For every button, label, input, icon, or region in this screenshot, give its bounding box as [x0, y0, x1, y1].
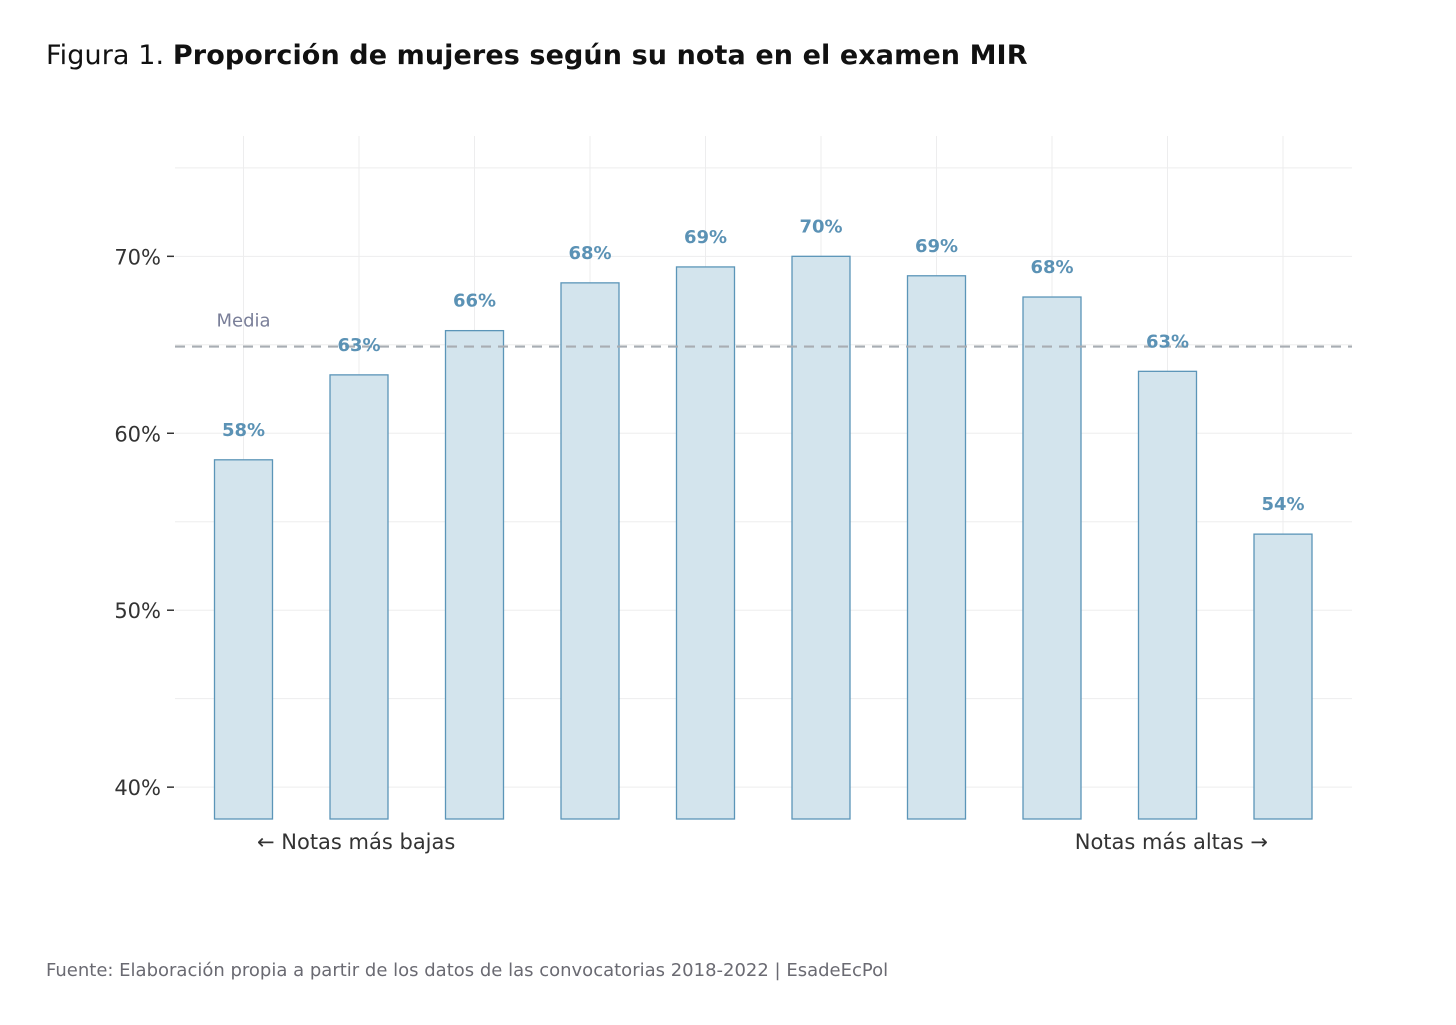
- bar: [444, 329, 505, 820]
- value-labels: 58% 63% 66% 68% 69% 70% 69% 68% 63% 54%: [222, 216, 1305, 515]
- source-note: Fuente: Elaboración propia a partir de l…: [46, 960, 889, 981]
- x-annotation-right: Notas más altas →: [1075, 830, 1268, 854]
- bar: [560, 282, 620, 820]
- bar: [906, 275, 967, 820]
- bar: [213, 459, 274, 820]
- value-label: 68%: [1030, 257, 1073, 278]
- y-tick-label: 70%: [114, 245, 161, 269]
- bars: [213, 255, 1313, 820]
- mean-label: Media: [216, 311, 270, 332]
- bar: [675, 266, 736, 820]
- bar: [1137, 370, 1198, 820]
- value-label: 69%: [915, 236, 958, 257]
- x-annotation-left: ← Notas más bajas: [257, 830, 455, 854]
- y-axis: 40% 50% 60% 70%: [114, 245, 174, 800]
- value-label: 58%: [222, 420, 265, 441]
- bar: [1253, 533, 1313, 820]
- value-label: 54%: [1261, 494, 1304, 515]
- figure-prefix: Figura 1.: [46, 40, 173, 71]
- value-label: 70%: [799, 216, 842, 237]
- value-label: 68%: [568, 243, 611, 264]
- bar: [329, 374, 389, 820]
- y-tick-label: 50%: [114, 599, 161, 623]
- bar: [791, 255, 851, 820]
- bar: [1022, 296, 1082, 820]
- value-label: 66%: [453, 291, 496, 312]
- value-label: 63%: [1146, 331, 1189, 352]
- y-tick-label: 40%: [114, 776, 161, 800]
- figure-title: Proporción de mujeres según su nota en e…: [172, 40, 1028, 71]
- y-tick-label: 60%: [114, 422, 161, 446]
- value-label: 69%: [684, 227, 727, 248]
- value-label: 63%: [337, 335, 380, 356]
- chart-title: Figura 1. Proporción de mujeres según su…: [46, 40, 1028, 71]
